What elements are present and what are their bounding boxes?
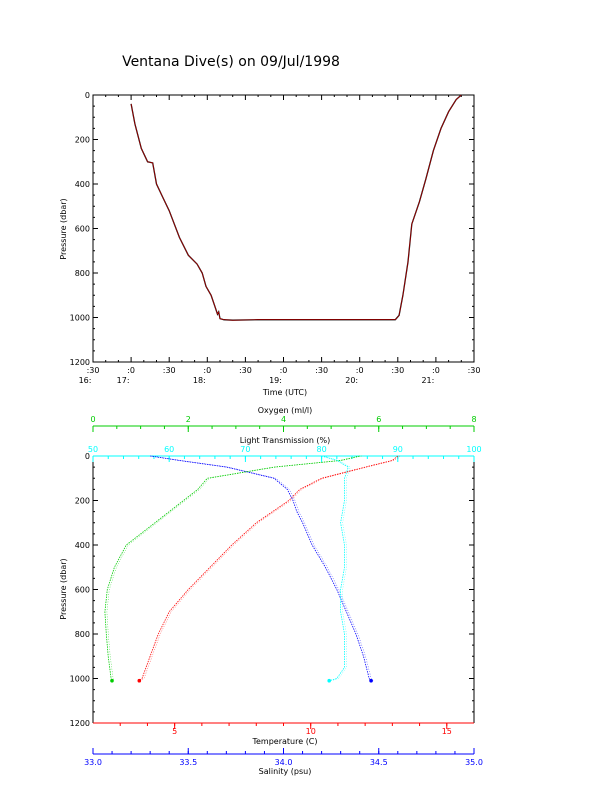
salinity-tick-label: 35.0	[465, 758, 483, 767]
track-x-tick-label: :0	[356, 366, 364, 375]
salinity-tick-label: 34.5	[370, 758, 388, 767]
track-x-ticks: :3016::017::30:018::30:019::30:020::30:0…	[79, 95, 481, 385]
oxygen-tick-label: 4	[281, 415, 286, 424]
profile-y-tick-label: 0	[85, 452, 90, 461]
track-x-tick-label: :30	[468, 366, 481, 375]
track-y-tick-label: 800	[75, 269, 90, 278]
dive-track-overlay-line	[130, 94, 462, 321]
light-transmission-tick-label: 80	[317, 445, 327, 454]
profile-plot-frame	[92, 456, 475, 723]
track-y-tick-label: 1200	[70, 358, 90, 367]
track-x-tick-label: :30	[163, 366, 176, 375]
light-transmission-tick-label: 90	[393, 445, 403, 454]
temperature-profile-line-return	[141, 455, 400, 681]
light-transmission-axis-label: Light Transmission (%)	[240, 436, 331, 445]
profile-series	[104, 455, 400, 683]
track-y-tick-label: 600	[75, 225, 90, 234]
oxygen-tick-label: 6	[376, 415, 381, 424]
track-y-ticks: 0 200 400 600 800 1000 1200	[70, 91, 474, 367]
track-chart: Pressure (dbar) Time (UTC) 0 200 400 600 800…	[59, 91, 480, 397]
page-title: Ventana Dive(s) on 09/Jul/1998	[122, 54, 340, 70]
profile-y-tick-label: 1000	[70, 675, 90, 684]
track-x-hour-label: 16:	[79, 376, 92, 385]
temperature-tick-label: 10	[306, 727, 316, 736]
track-x-hour-label: 18:	[193, 376, 206, 385]
light-transmission-tick-label: 50	[88, 445, 98, 454]
profile-y-tick-label: 400	[75, 541, 90, 550]
temperature-tick-label: 15	[442, 727, 452, 736]
temperature-profile-line	[139, 455, 399, 682]
salinity-profile-line-return	[152, 455, 374, 681]
oxygen-axis-label: Oxygen (ml/l)	[258, 406, 313, 415]
salinity-axis-label: Salinity (psu)	[259, 767, 312, 776]
temperature-axis-label: Temperature (C)	[251, 737, 317, 746]
salinity-tick-label: 33.0	[84, 758, 102, 767]
track-x-hour-label: 17:	[117, 376, 130, 385]
track-series	[130, 94, 462, 321]
track-y-tick-label: 0	[85, 91, 90, 100]
track-x-hour-label: 19:	[269, 376, 282, 385]
profile-y-tick-label: 1200	[70, 719, 90, 728]
profile-y-tick-label: 800	[75, 630, 90, 639]
track-plot-border	[92, 94, 475, 363]
oxygen-end-point	[110, 678, 114, 683]
profile-y-tick-label: 200	[75, 497, 90, 506]
light-transmission-end-point	[327, 678, 332, 683]
track-y-tick-label: 400	[75, 180, 90, 189]
track-x-axis-label: Time (UTC)	[262, 388, 307, 397]
track-x-tick-label: :0	[203, 366, 211, 375]
track-x-tick-label: :30	[239, 366, 252, 375]
light-transmission-profile-line	[321, 455, 349, 682]
track-x-tick-label: :30	[87, 366, 100, 375]
salinity-tick-label: 34.0	[275, 758, 293, 767]
track-x-tick-label: :0	[280, 366, 288, 375]
light-transmission-tick-label: 60	[164, 445, 174, 454]
oxygen-tick-label: 0	[90, 415, 95, 424]
track-plot-frame	[92, 94, 475, 363]
salinity-end-point	[369, 678, 373, 683]
track-x-tick-label: :30	[391, 366, 404, 375]
track-x-hour-label: 20:	[345, 376, 358, 385]
profile-axes: 0 200 400 600 800 1000 1200 0 2 4 6 8 50 60 70 80 90 100 5…	[70, 415, 483, 767]
track-y-tick-label: 200	[75, 136, 90, 145]
oxygen-profile-line	[104, 455, 360, 681]
salinity-profile-line	[150, 455, 372, 681]
oxygen-profile-line-return	[106, 455, 362, 681]
track-x-tick-label: :0	[432, 366, 440, 375]
oxygen-tick-label: 2	[186, 415, 191, 424]
salinity-tick-label: 33.5	[179, 758, 197, 767]
profile-y-axis-label: Pressure (dbar)	[59, 558, 68, 619]
oxygen-tick-label: 8	[471, 415, 476, 424]
track-x-tick-label: :0	[127, 366, 135, 375]
profile-chart: Oxygen (ml/l) Light Transmission (%) Pre…	[59, 406, 483, 776]
temperature-end-point	[137, 678, 142, 683]
track-y-axis-label: Pressure (dbar)	[59, 198, 68, 259]
track-x-tick-label: :30	[315, 366, 328, 375]
track-x-hour-label: 21:	[421, 376, 434, 385]
light-transmission-tick-label: 100	[466, 445, 481, 454]
track-y-tick-label: 1000	[70, 314, 90, 323]
dive-track-line	[130, 94, 462, 321]
temperature-tick-label: 5	[172, 727, 177, 736]
light-transmission-profile-line-return	[323, 455, 351, 681]
profile-y-tick-label: 600	[75, 586, 90, 595]
light-transmission-tick-label: 70	[240, 445, 250, 454]
